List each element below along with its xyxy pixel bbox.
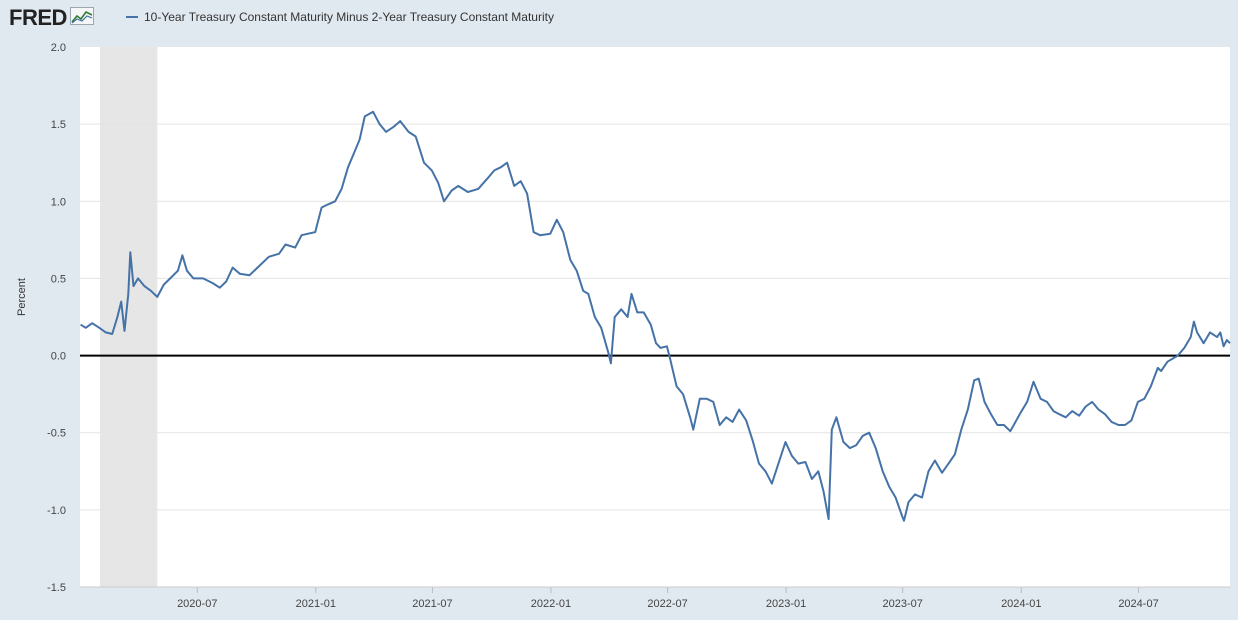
y-tick-label: 1.5 — [51, 119, 66, 131]
series-line — [80, 110, 1231, 522]
y-tick-label: 0.0 — [51, 351, 66, 363]
y-tick-label: 0.5 — [51, 273, 66, 285]
y-tick-label: 1.0 — [51, 196, 66, 208]
recession-band — [99, 47, 158, 587]
legend-swatch — [126, 16, 138, 18]
graph-header: FRED 10-Year Treasury Constant Maturity … — [0, 0, 1238, 38]
chart-line-icon — [69, 6, 94, 30]
chart-legend: 10-Year Treasury Constant Maturity Minus… — [126, 10, 554, 24]
x-tick-label: 2023-07 — [883, 598, 923, 610]
y-axis-label: Percent — [16, 278, 28, 316]
x-tick-label: 2021-07 — [412, 598, 452, 610]
x-tick-label: 2024-07 — [1118, 598, 1158, 610]
y-tick-label: -1.5 — [47, 582, 66, 594]
y-tick-label: -0.5 — [47, 428, 66, 440]
x-tick-label: 2022-01 — [531, 598, 571, 610]
x-tick-label: 2024-01 — [1001, 598, 1041, 610]
y-tick-label: -1.0 — [47, 505, 66, 517]
x-tick-label: 2021-01 — [296, 598, 336, 610]
plot-area — [80, 47, 1230, 587]
legend-label: 10-Year Treasury Constant Maturity Minus… — [144, 10, 554, 24]
y-tick-label: 2.0 — [51, 42, 66, 54]
x-tick-label: 2020-07 — [177, 598, 217, 610]
x-tick-label: 2022-07 — [647, 598, 687, 610]
fred-logo[interactable]: FRED — [9, 5, 94, 30]
logo-text: FRED — [9, 5, 67, 30]
x-tick-label: 2023-01 — [766, 598, 806, 610]
